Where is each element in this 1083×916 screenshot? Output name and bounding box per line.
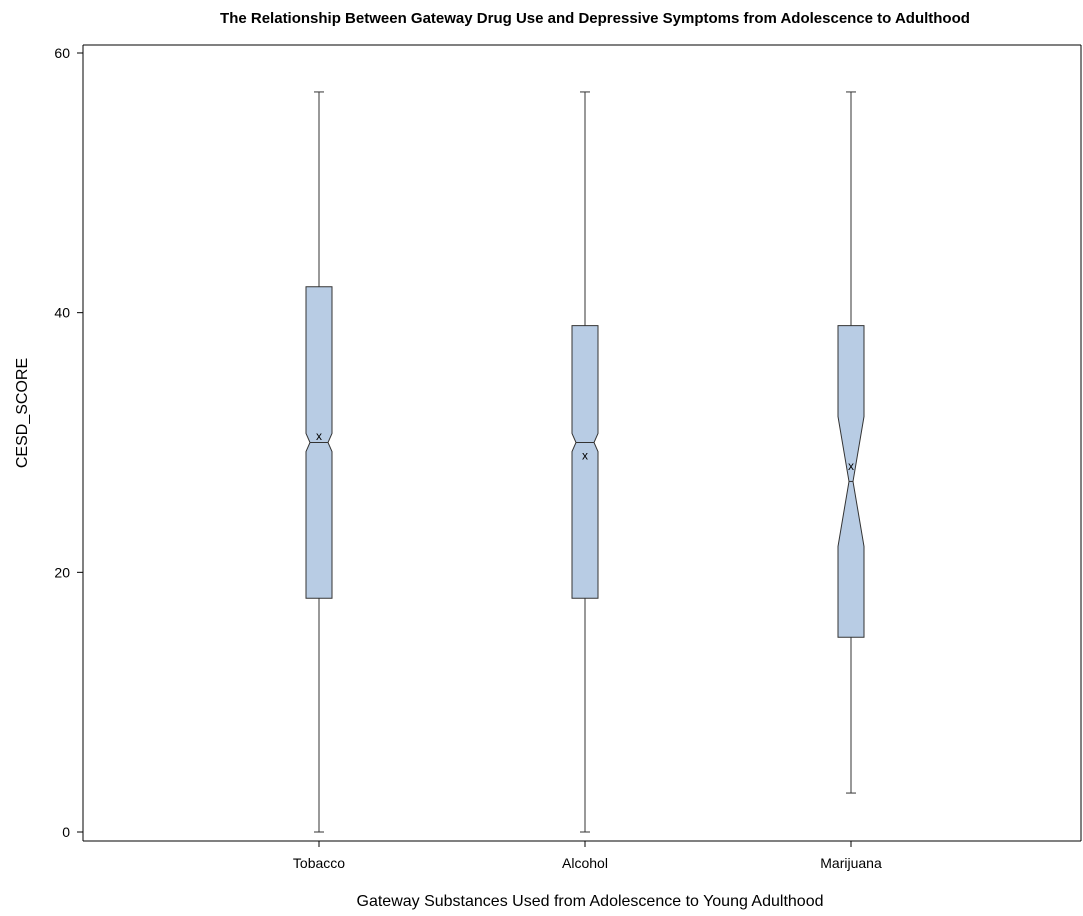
y-axis-label: CESD_SCORE [14, 358, 31, 468]
x-tick-label: Tobacco [293, 855, 345, 871]
y-tick-label: 60 [54, 45, 70, 61]
y-tick-label: 20 [54, 564, 70, 580]
notched-box [571, 325, 599, 599]
mean-marker: x [316, 429, 322, 443]
x-axis-label: Gateway Substances Used from Adolescence… [357, 893, 824, 910]
y-tick-label: 0 [62, 824, 70, 840]
x-tick-label: Marijuana [820, 855, 882, 871]
y-tick-label: 40 [54, 305, 70, 321]
x-axis-ticks: Tobacco Alcohol Marijuana [293, 841, 882, 871]
box-marijuana: x [837, 91, 865, 794]
x-tick-label: Alcohol [562, 855, 608, 871]
mean-marker: x [582, 448, 588, 462]
box-tobacco: x [305, 91, 333, 833]
y-axis-ticks: 0 20 40 60 [54, 45, 83, 840]
chart-title: The Relationship Between Gateway Drug Us… [220, 10, 970, 27]
mean-marker: x [848, 459, 854, 473]
box-alcohol: x [571, 91, 599, 833]
box-series: x x x [305, 91, 865, 833]
plot-frame [82, 44, 1082, 842]
